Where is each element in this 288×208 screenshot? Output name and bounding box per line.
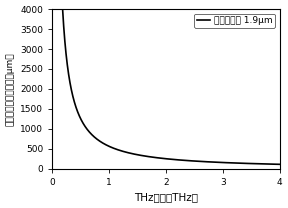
泵浦光波长 1.9μm xyxy=(138,154,141,156)
Y-axis label: 一阶准相位匹配长度（μm）: 一阶准相位匹配长度（μm） xyxy=(5,52,15,126)
泵浦光波长 1.9μm xyxy=(278,163,281,166)
Legend: 泵浦光波长 1.9μm: 泵浦光波长 1.9μm xyxy=(194,14,275,28)
泵浦光波长 1.9μm xyxy=(187,159,191,162)
泵浦光波长 1.9μm xyxy=(198,160,202,163)
泵浦光波长 1.9μm xyxy=(51,8,54,10)
Line: 泵浦光波长 1.9μm: 泵浦光波长 1.9μm xyxy=(53,9,280,164)
泵浦光波长 1.9μm xyxy=(238,162,241,164)
泵浦光波长 1.9μm xyxy=(220,161,224,164)
泵浦光波长 1.9μm xyxy=(92,135,96,138)
X-axis label: THz频率（THz）: THz频率（THz） xyxy=(134,192,198,202)
